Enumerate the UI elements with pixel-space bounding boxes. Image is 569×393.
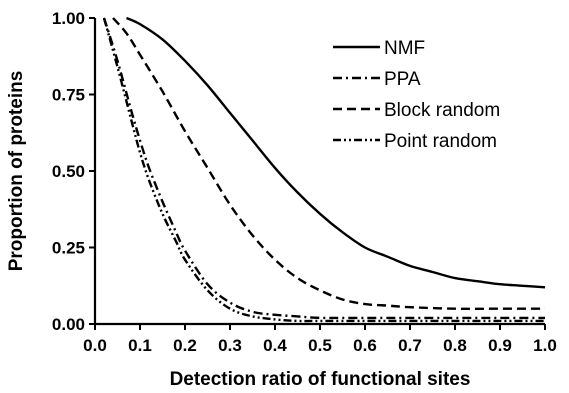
x-tick-label: 0.6	[353, 336, 377, 355]
x-ticks: 0.0 0.1 0.2 0.3 0.4 0.5 0.6 0.7 0.8 0.9 1.0	[83, 324, 557, 355]
y-tick-label: 1.00	[52, 9, 85, 28]
series-line-point-random	[102, 17, 545, 323]
series-line-ppa	[102, 17, 545, 320]
axes	[93, 18, 545, 326]
series-line-block-random	[112, 17, 545, 311]
x-tick-label: 0.1	[128, 336, 152, 355]
series-layer	[102, 16, 546, 323]
legend-label-point-random: Point random	[384, 131, 497, 152]
series-line-nmf	[126, 16, 546, 289]
x-tick-label: 0.4	[263, 336, 287, 355]
legend: NMF PPA Block random Point random	[333, 38, 500, 152]
x-tick-label: 0.3	[218, 336, 242, 355]
x-tick-label: 0.2	[173, 336, 197, 355]
x-tick-label: 0.7	[398, 336, 422, 355]
x-tick-label: 0.9	[488, 336, 512, 355]
y-tick-label: 0.50	[52, 162, 85, 181]
x-tick-label: 1.0	[533, 336, 557, 355]
x-axis-title: Detection ratio of functional sites	[170, 369, 471, 390]
y-ticks: 0.00 0.25 0.50 0.75 1.00	[52, 9, 95, 334]
x-tick-label: 0.5	[308, 336, 332, 355]
legend-label-nmf: NMF	[384, 38, 425, 59]
y-tick-label: 0.00	[52, 315, 85, 334]
y-tick-label: 0.25	[52, 239, 85, 258]
y-tick-label: 0.75	[52, 86, 85, 105]
legend-label-ppa: PPA	[384, 69, 421, 90]
x-tick-label: 0.8	[443, 336, 467, 355]
legend-label-block-random: Block random	[384, 100, 500, 121]
y-axis-title: Proportion of proteins	[6, 71, 27, 272]
x-tick-label: 0.0	[83, 336, 107, 355]
